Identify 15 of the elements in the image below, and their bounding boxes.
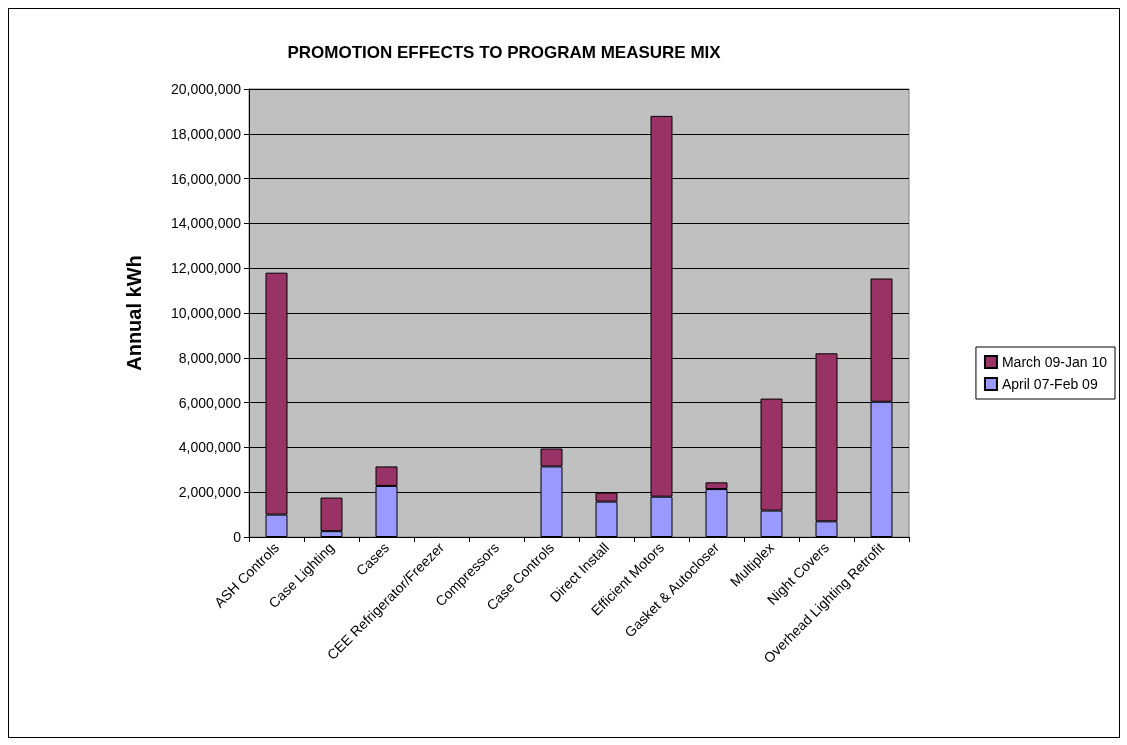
y-tick-label: 0 (233, 529, 242, 545)
y-axis-title: Annual kWh (123, 255, 145, 371)
y-tick-label: 2,000,000 (178, 484, 242, 501)
legend-label: March 09-Jan 10 (1001, 354, 1108, 370)
y-tick-label: 8,000,000 (178, 349, 242, 366)
y-tick-label: 16,000,000 (170, 170, 242, 187)
y-tick-label: 14,000,000 (170, 215, 242, 232)
legend-label: April 07-Feb 09 (1001, 376, 1098, 392)
chart-title: PROMOTION EFFECTS TO PROGRAM MEASURE MIX (287, 43, 722, 62)
y-tick-label: 18,000,000 (170, 125, 242, 142)
y-tick-label: 6,000,000 (178, 394, 242, 411)
y-tick-label: 12,000,000 (170, 260, 242, 277)
y-tick-label: 10,000,000 (170, 305, 242, 321)
y-tick-label: 20,000,000 (170, 81, 242, 97)
y-tick-label: 4,000,000 (178, 439, 242, 456)
